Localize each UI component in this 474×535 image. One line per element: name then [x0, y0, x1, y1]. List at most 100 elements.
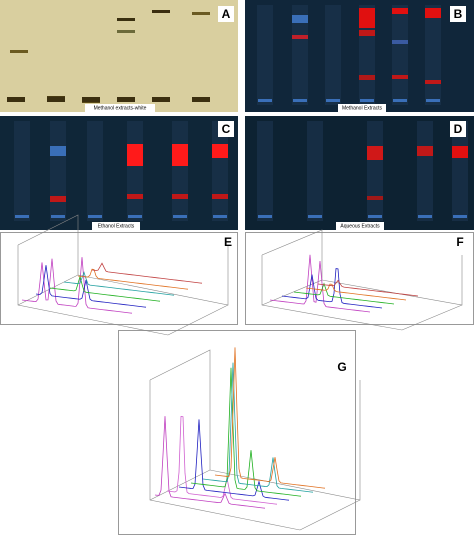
- band: [452, 146, 468, 158]
- lane: [392, 5, 408, 105]
- band: [173, 215, 187, 218]
- band: [50, 196, 66, 202]
- panel-letter: A: [222, 7, 231, 21]
- band: [293, 99, 307, 102]
- band: [152, 97, 170, 102]
- band: [127, 194, 143, 199]
- caption: Ethanol Extracts: [98, 223, 135, 229]
- axis: [149, 349, 211, 501]
- band: [425, 8, 441, 18]
- band: [117, 18, 135, 21]
- panel-letter: F: [456, 235, 463, 249]
- band: [418, 215, 432, 218]
- band: [326, 99, 340, 102]
- chromatogram-trace: [154, 416, 266, 509]
- plate-a: [0, 0, 238, 112]
- chromatogram-g: [118, 330, 356, 535]
- band: [212, 144, 228, 158]
- plate-d: [245, 116, 474, 230]
- caption: Aqueous Extracts: [340, 223, 380, 229]
- chromatogram-e: [0, 232, 238, 325]
- band: [172, 144, 188, 166]
- band: [367, 146, 383, 160]
- chromatogram-trace: [281, 268, 383, 309]
- chromatogram-trace: [77, 268, 189, 290]
- plate-c: [0, 116, 238, 230]
- band: [393, 99, 407, 102]
- caption-box: [92, 222, 140, 230]
- band: [417, 146, 433, 156]
- chromatogram-trace: [178, 419, 290, 501]
- band: [308, 215, 322, 218]
- chromatogram-trace: [317, 279, 419, 297]
- label-box: [218, 121, 234, 137]
- lane: [417, 121, 433, 221]
- lane: [50, 121, 66, 221]
- chromatogram-trace: [91, 262, 203, 284]
- band: [117, 30, 135, 33]
- band: [50, 146, 66, 156]
- panel-letter: B: [454, 7, 463, 21]
- caption-box: [338, 104, 386, 112]
- lane: [292, 5, 308, 105]
- lane: [14, 121, 30, 221]
- lane: [87, 121, 103, 221]
- axis: [167, 304, 229, 336]
- band: [368, 215, 382, 218]
- lane: [307, 121, 323, 221]
- label-box: [450, 6, 466, 22]
- chromatogram-trace: [35, 265, 147, 308]
- label-box: [450, 121, 466, 137]
- chromatogram-trace: [21, 257, 133, 314]
- band: [172, 194, 188, 199]
- chromatogram-trace: [202, 362, 314, 493]
- chromatogram-trace: [269, 254, 371, 313]
- band: [359, 8, 375, 28]
- band: [82, 97, 100, 102]
- caption-box: [85, 104, 155, 112]
- chromatogram-trace: [166, 416, 278, 505]
- band: [453, 215, 467, 218]
- band: [51, 215, 65, 218]
- band: [359, 30, 375, 36]
- band: [192, 97, 210, 102]
- band: [292, 15, 308, 23]
- axis: [261, 229, 323, 306]
- band: [360, 99, 374, 102]
- lane: [257, 5, 273, 105]
- band: [392, 75, 408, 79]
- axis: [17, 214, 79, 306]
- panel-letter: D: [454, 122, 463, 136]
- lane: [127, 121, 143, 221]
- axis: [299, 499, 361, 531]
- chromatogram-trace: [63, 271, 175, 296]
- caption: Methanol Extracts: [342, 105, 383, 111]
- chromatogram-trace: [49, 275, 161, 302]
- panel-letter: C: [222, 122, 231, 136]
- band: [213, 215, 227, 218]
- band: [258, 215, 272, 218]
- caption: Methanol extracts-white: [94, 105, 147, 111]
- chromatogram-trace: [293, 282, 395, 305]
- label-box: [218, 6, 234, 22]
- lane: [257, 121, 273, 221]
- band: [212, 194, 228, 199]
- band: [128, 215, 142, 218]
- lane: [172, 121, 188, 221]
- band: [10, 50, 28, 53]
- lane: [325, 5, 341, 105]
- band: [392, 8, 408, 14]
- band: [192, 12, 210, 15]
- band: [367, 196, 383, 200]
- panel-letter: G: [337, 360, 346, 374]
- chromatogram-trace: [214, 347, 326, 489]
- band: [117, 97, 135, 102]
- band: [359, 75, 375, 80]
- axis: [401, 304, 463, 331]
- caption-box: [336, 222, 384, 230]
- panel-letter: E: [224, 235, 232, 249]
- lane: [367, 121, 383, 221]
- band: [425, 80, 441, 84]
- band: [88, 215, 102, 218]
